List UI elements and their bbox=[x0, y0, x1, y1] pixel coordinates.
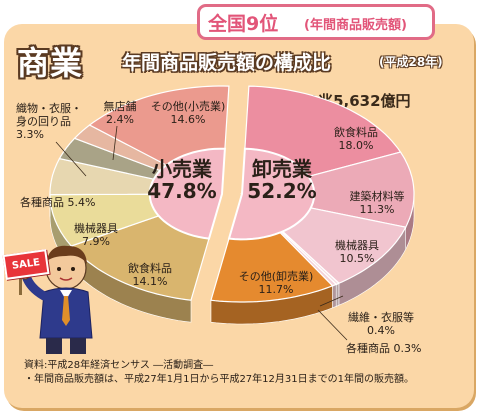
label-wholesale-textile: 繊維・衣服等 0.4% bbox=[344, 311, 418, 337]
label-name: 飲食料品 bbox=[334, 126, 378, 139]
retail-percent: 47.8% bbox=[147, 179, 217, 203]
group-disc-0 bbox=[148, 147, 226, 240]
label-name: 各種商品 bbox=[346, 342, 390, 355]
label-value: 0.4% bbox=[367, 324, 395, 337]
wholesale-name: 卸売業 bbox=[252, 157, 312, 181]
retail-name: 小売業 bbox=[152, 157, 212, 181]
label-name: 機械器具 bbox=[74, 222, 118, 235]
label-name: 各種商品 bbox=[20, 196, 64, 209]
label-retail-general: 各種商品 5.4% bbox=[20, 196, 95, 209]
source-note: 資料:平成28年経済センサス ―活動調査― bbox=[24, 360, 214, 371]
leader-lines bbox=[55, 125, 348, 341]
label-value: 18.0% bbox=[338, 139, 374, 152]
label-value: 10.5% bbox=[339, 252, 375, 265]
label-value: 14.6% bbox=[170, 113, 206, 126]
label-name: その他(小売業) bbox=[150, 100, 226, 113]
label-value: 11.3% bbox=[359, 203, 395, 216]
label-wholesale-other: その他(卸売業) 11.7% bbox=[228, 270, 324, 296]
label-name: その他(卸売業) bbox=[238, 270, 314, 283]
national-rank-badge: 全国9位 (年間商品販売額) bbox=[197, 4, 435, 40]
label-value: 14.1% bbox=[132, 275, 168, 288]
label-name-line2: 身の回り品 bbox=[16, 115, 71, 128]
label-name: 無店舗 bbox=[103, 100, 137, 113]
label-value: 2.4% bbox=[106, 113, 134, 126]
label-retail-other: その他(小売業) 14.6% bbox=[146, 100, 230, 126]
label-name: 飲食料品 bbox=[128, 262, 172, 275]
retail-total-label: 小売業 47.8% bbox=[146, 158, 218, 202]
footnote: ・年間商品販売額は、平成27年1月1日から平成27年12月31日までの1年間の販… bbox=[24, 374, 414, 385]
label-name: 繊維・衣服等 bbox=[348, 311, 414, 324]
label-value: 0.3% bbox=[393, 342, 422, 355]
label-name-line1: 織物・衣服・ bbox=[16, 102, 82, 115]
wholesale-total-label: 卸売業 52.2% bbox=[246, 158, 318, 202]
leader-line-nostore bbox=[112, 125, 118, 161]
pie-layer bbox=[49, 85, 415, 325]
label-retail-machinery: 機械器具 7.9% bbox=[66, 222, 126, 248]
title-year: (平成28年) bbox=[379, 55, 443, 69]
leader-line-textile bbox=[55, 141, 87, 177]
label-value: 11.7% bbox=[258, 283, 294, 296]
slice-side-4 bbox=[332, 284, 337, 309]
shopkeeper-illustration bbox=[19, 245, 93, 354]
label-wholesale-general: 各種商品 0.3% bbox=[346, 342, 421, 355]
rank-text: 全国9位 bbox=[208, 13, 279, 35]
label-retail-textile: 織物・衣服・ 身の回り品 3.3% bbox=[16, 102, 82, 141]
wholesale-percent: 52.2% bbox=[247, 179, 317, 203]
rank-note: (年間商品販売額) bbox=[304, 18, 407, 33]
slice-1 bbox=[241, 151, 415, 228]
label-value: 5.4% bbox=[67, 196, 96, 209]
label-wholesale-food: 飲食料品 18.0% bbox=[326, 126, 386, 152]
label-wholesale-machinery: 機械器具 10.5% bbox=[324, 239, 390, 265]
leader-line-w-textile bbox=[319, 295, 344, 307]
label-wholesale-building: 建築材料等 11.3% bbox=[337, 190, 417, 216]
label-name: 建築材料等 bbox=[349, 190, 405, 203]
slice-side-3 bbox=[335, 282, 340, 308]
label-value: 7.9% bbox=[82, 235, 110, 248]
leader-line-w-general bbox=[317, 309, 348, 341]
label-retail-nostore: 無店舗 2.4% bbox=[98, 100, 142, 126]
group-disc-1 bbox=[227, 147, 316, 241]
label-value: 3.3% bbox=[16, 128, 44, 141]
title-main: 商業 bbox=[17, 44, 84, 82]
label-retail-food: 飲食料品 14.1% bbox=[120, 262, 180, 288]
label-name: 機械器具 bbox=[335, 239, 379, 252]
title-subtitle: 年間商品販売額の構成比 bbox=[122, 52, 332, 74]
